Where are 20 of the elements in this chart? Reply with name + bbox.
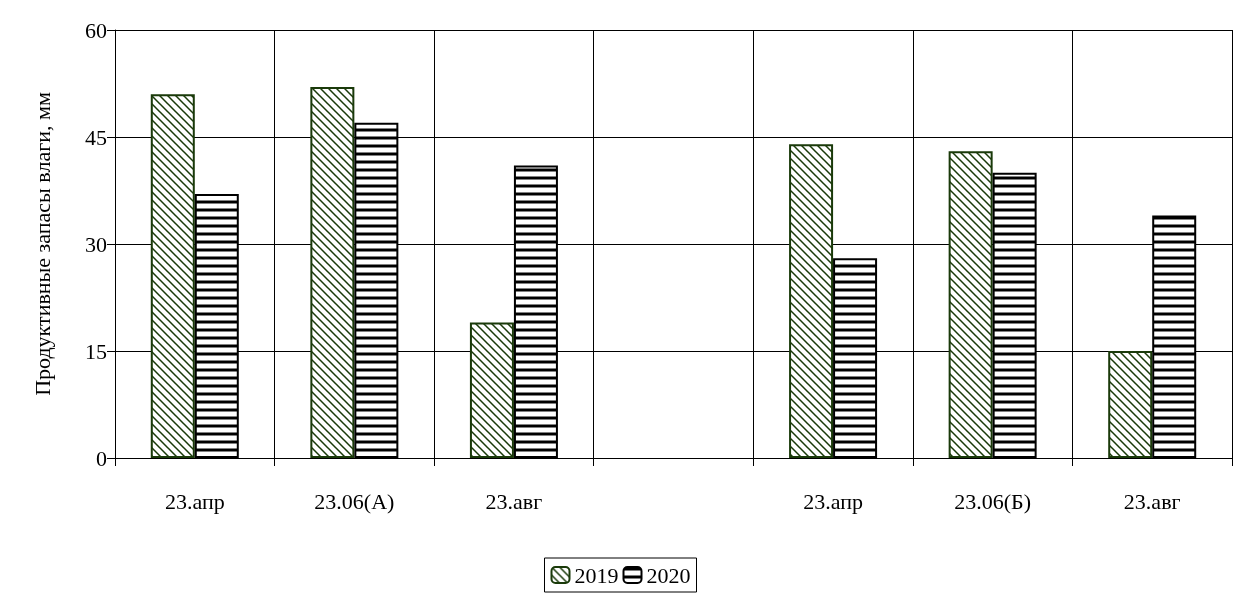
y-axis-title: Продуктивные запасы влаги, мм	[29, 92, 55, 396]
bar	[789, 144, 834, 458]
y-tick-label: 30	[85, 231, 107, 257]
x-tick-label: 23.авг	[485, 488, 543, 514]
x-tick-label: 23.апр	[803, 488, 863, 514]
bar	[1108, 351, 1153, 458]
y-tick-label: 45	[85, 124, 107, 150]
x-tick-label: 23.авг	[1123, 488, 1181, 514]
bar	[948, 151, 993, 458]
y-tick-label: 60	[85, 17, 107, 43]
y-tick-label: 0	[96, 445, 107, 471]
x-tick-label: 23.апр	[164, 488, 225, 514]
x-tick-label: 23.06(Б)	[954, 488, 1032, 514]
bar	[469, 322, 514, 458]
legend-label: 2020	[646, 562, 691, 588]
y-tick-label: 15	[85, 338, 107, 364]
bar	[150, 94, 195, 458]
bar	[310, 87, 355, 458]
legend-label: 2019	[574, 562, 619, 588]
x-tick-label: 23.06(А)	[314, 488, 395, 514]
